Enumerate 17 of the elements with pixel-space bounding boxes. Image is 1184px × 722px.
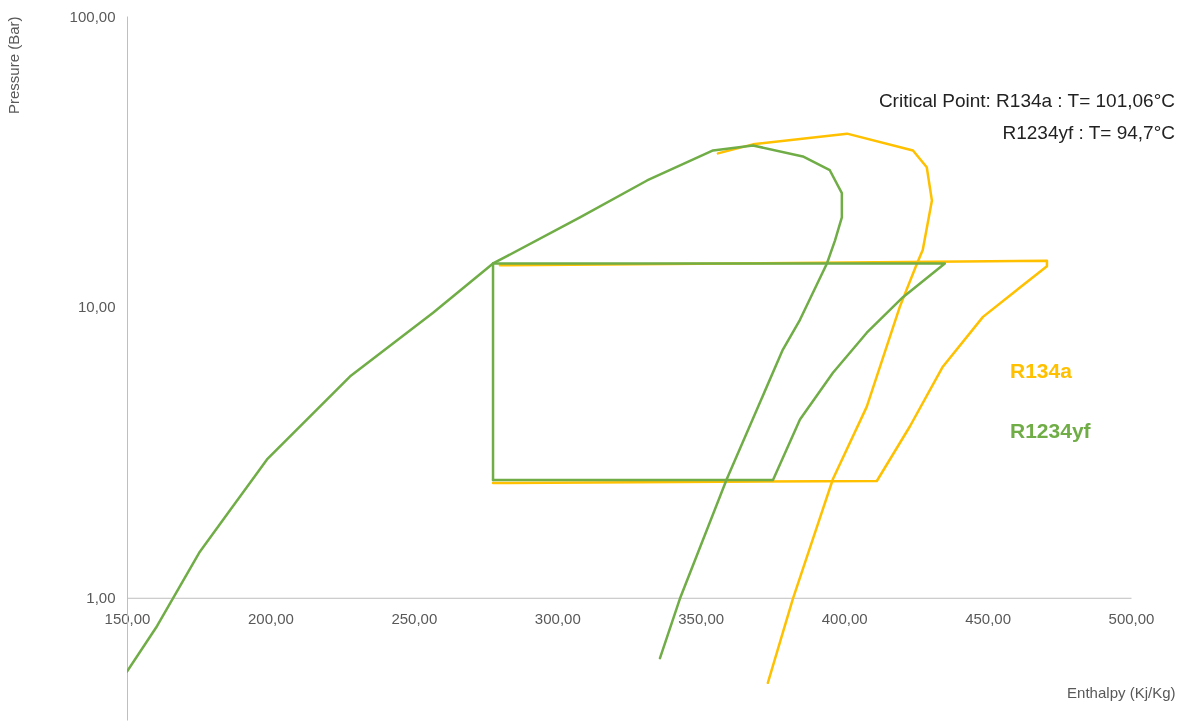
- x-tick-label: 300,00: [534, 610, 581, 628]
- y-tick-label: 10,00: [77, 298, 116, 316]
- x-axis-title: Enthalpy (Kj/Kg): [1067, 684, 1176, 702]
- annotation: R1234yf : T= 94,7°C: [1002, 122, 1175, 143]
- x-tick-label: 350,00: [678, 610, 725, 628]
- x-tick-label: 250,00: [391, 610, 438, 628]
- y-axis-title: Pressure (Bar): [4, 16, 22, 115]
- x-tick-label: 200,00: [247, 610, 294, 628]
- x-tick-label: 450,00: [965, 610, 1012, 628]
- text: R134a: [1010, 359, 1073, 382]
- x-tick-label: 150,00: [104, 610, 151, 628]
- text: R1234yf: [1010, 419, 1092, 442]
- x-tick-label: 500,00: [1108, 610, 1155, 628]
- x-tick-label: 400,00: [821, 610, 868, 628]
- y-tick-label: 100,00: [69, 7, 116, 25]
- y-tick-label: 1,00: [86, 589, 116, 607]
- annotation: Critical Point: R134a : T= 101,06°C: [878, 90, 1175, 111]
